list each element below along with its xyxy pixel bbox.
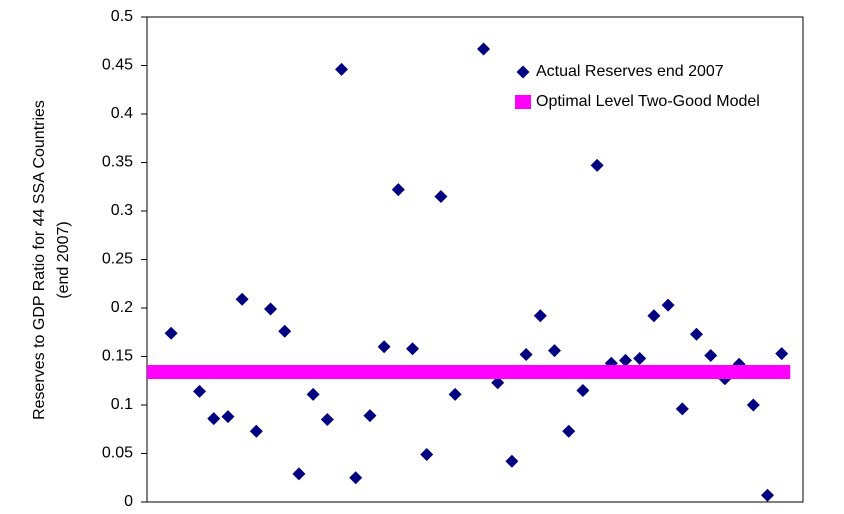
y-tick-label: 0.1 — [111, 396, 133, 413]
y-axis-title: Reserves to GDP Ratio for 44 SSA Countri… — [31, 100, 48, 420]
point — [420, 447, 434, 461]
point — [675, 402, 689, 416]
point — [207, 412, 221, 426]
y-tick-label: 0.05 — [102, 445, 133, 462]
point — [434, 189, 448, 203]
point — [505, 454, 519, 468]
y-tick-label: 0.25 — [102, 251, 133, 268]
point — [761, 488, 775, 502]
y-axis-title: (end 2007) — [55, 221, 72, 298]
y-tick-label: 0.15 — [102, 348, 133, 365]
point — [548, 344, 562, 358]
point — [377, 340, 391, 354]
point — [576, 383, 590, 397]
point — [221, 410, 235, 424]
point — [391, 183, 405, 197]
point — [775, 347, 789, 361]
point — [349, 471, 363, 485]
point — [320, 413, 334, 427]
point — [491, 376, 505, 390]
point — [164, 326, 178, 340]
point — [363, 409, 377, 423]
point — [647, 309, 661, 323]
y-tick-label: 0.2 — [111, 299, 133, 316]
point — [690, 327, 704, 341]
point — [235, 292, 249, 306]
y-tick-label: 0.45 — [102, 57, 133, 74]
y-tick-label: 0.35 — [102, 154, 133, 171]
point — [619, 353, 633, 367]
point — [193, 384, 207, 398]
point — [477, 42, 491, 56]
y-tick-label: 0.4 — [111, 105, 133, 122]
point — [264, 302, 278, 316]
y-tick-label: 0 — [124, 493, 133, 510]
point — [746, 398, 760, 412]
y-tick-label: 0.3 — [111, 202, 133, 219]
point — [335, 62, 349, 76]
point — [562, 424, 576, 438]
point — [633, 351, 647, 365]
legend-label: Actual Reserves end 2007 — [536, 63, 724, 80]
point — [533, 309, 547, 323]
legend-label: Optimal Level Two-Good Model — [536, 93, 760, 110]
point — [278, 324, 292, 338]
y-tick-label: 0.5 — [111, 8, 133, 25]
point — [448, 387, 462, 401]
plot-frame — [146, 16, 804, 503]
point — [704, 349, 718, 363]
point — [406, 342, 420, 356]
point — [249, 424, 263, 438]
point — [590, 158, 604, 172]
legend-swatch — [515, 95, 531, 109]
point — [306, 387, 320, 401]
point — [661, 298, 675, 312]
legend-swatch — [516, 65, 530, 79]
point — [519, 348, 533, 362]
point — [292, 467, 306, 481]
